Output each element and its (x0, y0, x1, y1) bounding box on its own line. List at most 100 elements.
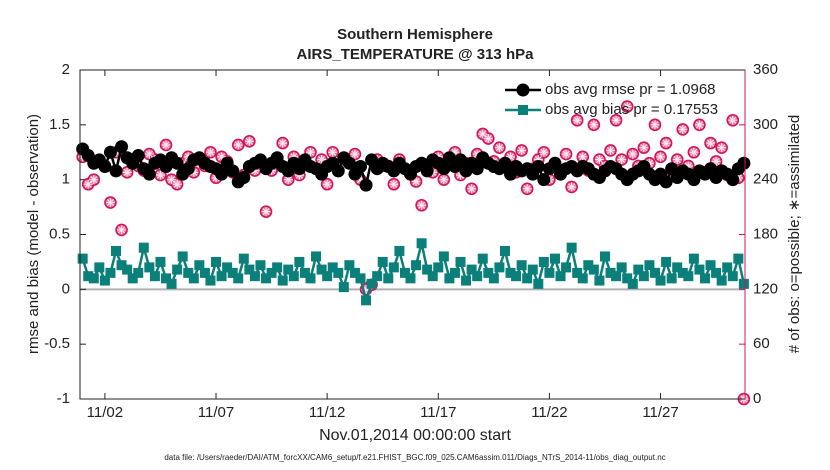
marker (659, 175, 673, 189)
marker (122, 167, 132, 177)
y2-tick-label: 240 (753, 171, 778, 188)
marker (333, 267, 344, 278)
marker (627, 278, 638, 289)
marker (655, 275, 666, 286)
marker (359, 178, 373, 192)
x-tick-label: 11/07 (198, 404, 234, 421)
marker (98, 160, 112, 174)
marker (583, 260, 594, 271)
marker (249, 271, 260, 282)
marker (639, 143, 649, 153)
legend-label: obs avg rmse pr = 1.0968 (545, 81, 716, 98)
marker (454, 153, 468, 167)
marker (633, 264, 644, 275)
marker (689, 147, 699, 157)
y-axis-label: rmse and bias (model - observation) (25, 114, 42, 354)
marker (288, 271, 299, 282)
marker (437, 162, 451, 176)
marker (616, 262, 627, 273)
marker (572, 115, 582, 125)
marker (366, 278, 377, 289)
y-tick-label: 0.5 (49, 225, 70, 242)
marker (683, 271, 694, 282)
marker (472, 149, 482, 159)
marker (572, 267, 583, 278)
marker (644, 260, 655, 271)
marker (716, 275, 727, 286)
marker (122, 264, 133, 275)
marker (511, 271, 522, 282)
marker (383, 273, 394, 284)
marker (250, 166, 260, 176)
y-tick-label: -0.5 (44, 335, 70, 352)
marker (215, 167, 229, 181)
marker (372, 271, 383, 282)
marker (711, 267, 722, 278)
marker (133, 267, 144, 278)
series (76, 140, 751, 192)
marker (83, 271, 94, 282)
marker (427, 271, 438, 282)
marker (105, 267, 116, 278)
marker (328, 147, 338, 157)
marker (470, 162, 484, 176)
marker (226, 164, 240, 178)
marker (316, 264, 327, 275)
x-tick-label: 11/27 (642, 404, 678, 421)
marker (588, 264, 599, 275)
marker (737, 156, 751, 170)
marker (233, 273, 244, 284)
marker (711, 156, 721, 166)
marker (722, 262, 733, 273)
marker (555, 271, 566, 282)
marker (172, 179, 182, 189)
marker (272, 262, 283, 273)
marker (549, 253, 560, 264)
x-axis-label: Nov.01,2014 00:00:00 start (319, 427, 511, 444)
marker (605, 267, 616, 278)
marker (661, 256, 672, 267)
marker (166, 278, 177, 289)
marker (161, 140, 171, 150)
marker (522, 273, 533, 284)
marker (205, 275, 216, 286)
marker (706, 138, 716, 148)
marker (117, 225, 127, 235)
marker (277, 275, 288, 286)
marker (649, 267, 660, 278)
marker (344, 260, 355, 271)
marker (111, 245, 122, 256)
marker (261, 207, 271, 217)
marker (456, 170, 466, 180)
marker (672, 262, 683, 273)
marker (255, 260, 266, 271)
marker (548, 156, 562, 170)
marker (217, 152, 227, 162)
marker (83, 179, 93, 189)
marker (566, 242, 577, 253)
marker (617, 155, 627, 165)
marker (194, 260, 205, 271)
marker (444, 273, 455, 284)
marker (94, 262, 105, 273)
marker (677, 267, 688, 278)
marker (477, 253, 488, 264)
marker (589, 120, 599, 130)
marker (622, 273, 633, 284)
y2-tick-label: 180 (753, 225, 778, 242)
marker (733, 253, 744, 264)
marker (144, 149, 154, 159)
marker (278, 138, 288, 148)
x-tick-label: 11/12 (309, 404, 345, 421)
marker (499, 245, 510, 256)
marker (389, 179, 399, 189)
marker (461, 275, 472, 286)
marker (717, 143, 727, 153)
marker (417, 200, 427, 210)
marker (283, 175, 293, 185)
marker (103, 145, 117, 159)
marker (405, 273, 416, 284)
y-tick-label: 1 (62, 171, 70, 188)
marker (594, 155, 604, 165)
